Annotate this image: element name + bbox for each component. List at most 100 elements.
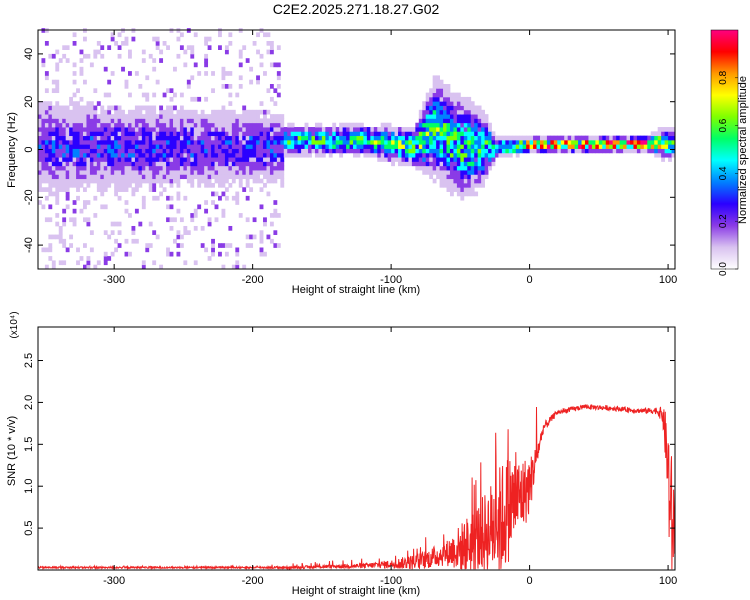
spectrogram-cell <box>62 260 67 266</box>
spectrogram-cell <box>83 79 87 85</box>
spectrogram-cell <box>650 135 655 141</box>
spectrogram-cell <box>481 131 485 137</box>
spectrogram-cell <box>148 187 153 192</box>
spectrogram-cell <box>387 152 392 158</box>
spectrogram-cell <box>141 148 146 154</box>
spectrogram-cell <box>228 174 233 180</box>
spectrogram-cell <box>65 144 70 149</box>
spectrogram-cell <box>335 144 340 149</box>
spectrogram-cell <box>86 178 91 184</box>
snr-xlabel: Height of straight line (km) <box>292 585 420 597</box>
spectrogram-cell <box>124 148 129 154</box>
spectrogram-cell <box>169 144 174 149</box>
spectrogram-cell <box>72 182 77 188</box>
spectrogram-cell <box>76 178 80 184</box>
spectrogram-cell <box>432 139 437 145</box>
spectrogram-cell <box>436 92 440 98</box>
spectrogram-cell <box>453 109 458 115</box>
spectrogram-cell <box>308 152 312 158</box>
spectrogram-cell <box>69 152 74 158</box>
spectrogram-cell <box>79 66 84 72</box>
spectrogram-cell <box>380 157 385 162</box>
spectrogram-cell <box>325 144 330 149</box>
spectrogram-cell <box>668 157 672 162</box>
spectrogram-cell <box>494 148 499 154</box>
colorbar-label: Normalized spectral amplitude <box>737 76 749 224</box>
spectrogram-cell <box>228 122 233 128</box>
spectrogram-cell <box>221 148 226 154</box>
spectrogram-cell <box>152 114 157 119</box>
spectrogram-cell <box>474 118 479 124</box>
spectrogram-xtick-label: -100 <box>380 274 402 286</box>
spectrogram-cell <box>218 152 222 158</box>
spectrogram-cell <box>51 161 56 167</box>
spectrogram-cell <box>86 131 91 137</box>
spectrogram-cell <box>235 152 240 158</box>
spectrogram-cell <box>62 217 67 223</box>
spectrogram-cell <box>429 135 434 141</box>
spectrogram-cell <box>470 148 475 154</box>
spectrogram-cell <box>65 247 70 253</box>
spectrogram-cell <box>44 131 49 137</box>
spectrogram-cell <box>117 221 122 227</box>
spectrogram-cell <box>256 32 260 38</box>
spectrogram-cell <box>470 105 475 111</box>
spectrogram-cell <box>69 161 74 167</box>
spectrogram-cell <box>166 204 170 210</box>
spectrogram-cell <box>453 144 458 149</box>
spectrogram-cell <box>488 165 492 171</box>
spectrogram-cell <box>110 161 115 167</box>
spectrogram-cell <box>117 174 122 180</box>
spectrogram-cell <box>276 122 281 128</box>
spectrogram-cell <box>221 157 226 162</box>
spectrogram-cell <box>211 122 215 128</box>
spectrogram-cell <box>463 139 468 145</box>
spectrogram-cell <box>62 174 67 180</box>
spectrogram-cell <box>55 66 60 72</box>
spectrogram-cell <box>51 53 56 59</box>
spectrogram-cell <box>671 148 676 154</box>
spectrogram-cell <box>162 135 167 141</box>
spectrogram-cell <box>623 144 627 149</box>
spectrogram-cell <box>79 118 84 124</box>
spectrogram-cell <box>197 178 202 184</box>
spectrogram-cell <box>377 135 382 141</box>
spectrogram-cell <box>449 182 454 188</box>
spectrogram-cell <box>224 114 229 119</box>
spectrogram-cell <box>166 247 170 253</box>
spectrogram-cell <box>228 84 233 89</box>
spectrogram-cell <box>86 109 91 115</box>
spectrogram-cell <box>533 144 537 149</box>
spectrogram-cell <box>394 139 399 145</box>
spectrogram-cell <box>595 144 600 149</box>
spectrogram-cell <box>491 148 496 154</box>
spectrogram-cell <box>65 114 70 119</box>
spectrogram-cell <box>456 144 461 149</box>
spectrogram-cell <box>259 238 264 244</box>
spectrogram-cell <box>124 208 129 214</box>
spectrogram-cell <box>79 165 84 171</box>
spectrogram-cell <box>263 127 267 132</box>
spectrogram-cell <box>138 182 143 188</box>
spectrogram-cell <box>48 109 53 115</box>
spectrogram-cell <box>460 101 465 106</box>
spectrogram-cell <box>269 157 274 162</box>
spectrogram-cell <box>311 139 316 145</box>
spectrogram-cell <box>578 148 582 154</box>
spectrogram-cell <box>463 122 468 128</box>
spectrogram-cell <box>166 122 170 128</box>
spectrogram-cell <box>474 105 479 111</box>
spectrogram-cell <box>128 170 132 175</box>
spectrogram-cell <box>269 144 274 149</box>
spectrogram-cell <box>276 84 281 89</box>
spectrogram-cell <box>429 96 434 102</box>
spectrogram-cell <box>453 152 458 158</box>
snr-ytick-label: 1.5 <box>23 437 35 452</box>
spectrogram-cell <box>543 144 548 149</box>
spectrogram-cell <box>359 131 364 137</box>
spectrogram-cell <box>51 260 56 266</box>
spectrogram-cell <box>280 144 285 149</box>
spectrogram-cell <box>162 178 167 184</box>
spectrogram-cell <box>588 148 593 154</box>
spectrogram-cell <box>477 135 482 141</box>
